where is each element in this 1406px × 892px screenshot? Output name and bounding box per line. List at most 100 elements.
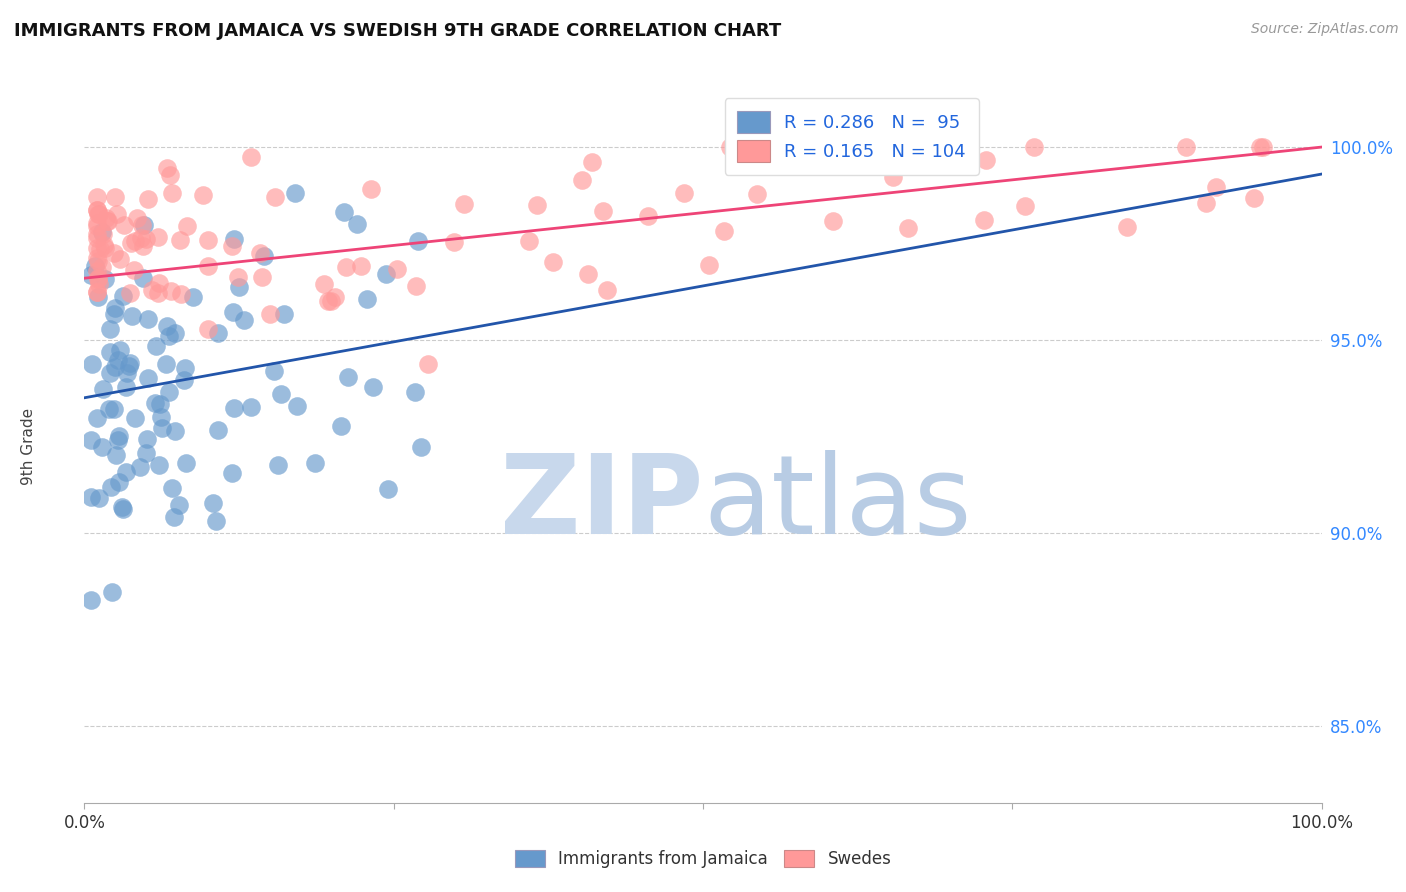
Point (155, 358, 177, 372)
Point (337, 370, 360, 384)
Point (101, 584, 124, 599)
Point (86, 219, 108, 233)
Point (713, 224, 735, 238)
Point (1195, 195, 1218, 210)
Point (263, 190, 285, 204)
Point (86, 241, 108, 255)
Point (136, 192, 159, 206)
Point (82, 357, 104, 371)
Point (718, 140, 741, 154)
Point (270, 387, 292, 401)
Point (86, 216, 108, 230)
Point (146, 229, 169, 244)
Point (1250, 140, 1272, 154)
Point (86, 203, 108, 218)
Point (222, 305, 245, 319)
Point (224, 401, 246, 415)
Point (169, 233, 191, 247)
Point (453, 196, 475, 211)
Point (443, 235, 465, 250)
Point (93, 227, 115, 242)
Point (374, 267, 396, 281)
Point (1205, 180, 1227, 194)
Point (114, 380, 136, 394)
Point (132, 270, 155, 285)
Point (221, 239, 243, 253)
Point (104, 359, 127, 374)
Point (122, 262, 145, 277)
Point (120, 286, 142, 301)
Point (404, 384, 426, 399)
Point (98, 366, 121, 380)
Point (316, 293, 339, 308)
Point (135, 232, 157, 246)
Point (205, 514, 228, 528)
Point (197, 322, 219, 336)
Point (543, 255, 565, 269)
Point (576, 267, 599, 281)
Point (124, 234, 146, 248)
Point (163, 510, 186, 524)
Point (416, 357, 439, 371)
Point (156, 161, 179, 176)
Point (221, 467, 243, 481)
Point (517, 235, 540, 249)
Point (79, 268, 101, 282)
Point (86, 189, 108, 203)
Point (79, 592, 101, 607)
Point (222, 232, 245, 246)
Point (121, 309, 143, 323)
Point (249, 245, 271, 260)
Point (148, 458, 170, 472)
Point (132, 218, 155, 232)
Point (637, 209, 659, 223)
Point (897, 221, 920, 235)
Point (273, 307, 295, 321)
Point (124, 411, 146, 425)
Point (100, 480, 122, 494)
Point (127, 211, 149, 226)
Point (150, 410, 173, 425)
Point (974, 153, 997, 167)
Point (882, 169, 904, 184)
Point (86, 264, 108, 278)
Point (263, 364, 285, 378)
Point (350, 259, 373, 273)
Point (405, 279, 427, 293)
Point (240, 150, 263, 164)
Point (108, 252, 131, 267)
Point (162, 186, 184, 201)
Point (406, 234, 429, 248)
Point (86, 285, 108, 299)
Point (148, 286, 170, 301)
Point (87, 271, 110, 285)
Point (79, 490, 101, 504)
Point (135, 445, 157, 459)
Point (159, 284, 181, 298)
Point (112, 218, 135, 232)
Point (191, 188, 214, 202)
Point (697, 258, 720, 272)
Point (129, 231, 152, 245)
Point (103, 307, 125, 321)
Point (174, 456, 197, 470)
Point (97, 214, 120, 228)
Point (90, 225, 112, 239)
Point (103, 246, 125, 260)
Point (104, 301, 127, 315)
Text: IMMIGRANTS FROM JAMAICA VS SWEDISH 9TH GRADE CORRELATION CHART: IMMIGRANTS FROM JAMAICA VS SWEDISH 9TH G… (14, 22, 782, 40)
Point (136, 371, 159, 385)
Point (1175, 140, 1198, 154)
Point (114, 465, 136, 479)
Point (105, 207, 128, 221)
Point (233, 313, 256, 327)
Point (526, 198, 548, 212)
Point (252, 269, 274, 284)
Point (132, 239, 155, 253)
Text: 9th Grade: 9th Grade (21, 408, 37, 484)
Point (356, 293, 378, 307)
Point (267, 458, 290, 473)
Point (96, 214, 118, 228)
Point (86, 231, 108, 245)
Point (319, 294, 342, 309)
